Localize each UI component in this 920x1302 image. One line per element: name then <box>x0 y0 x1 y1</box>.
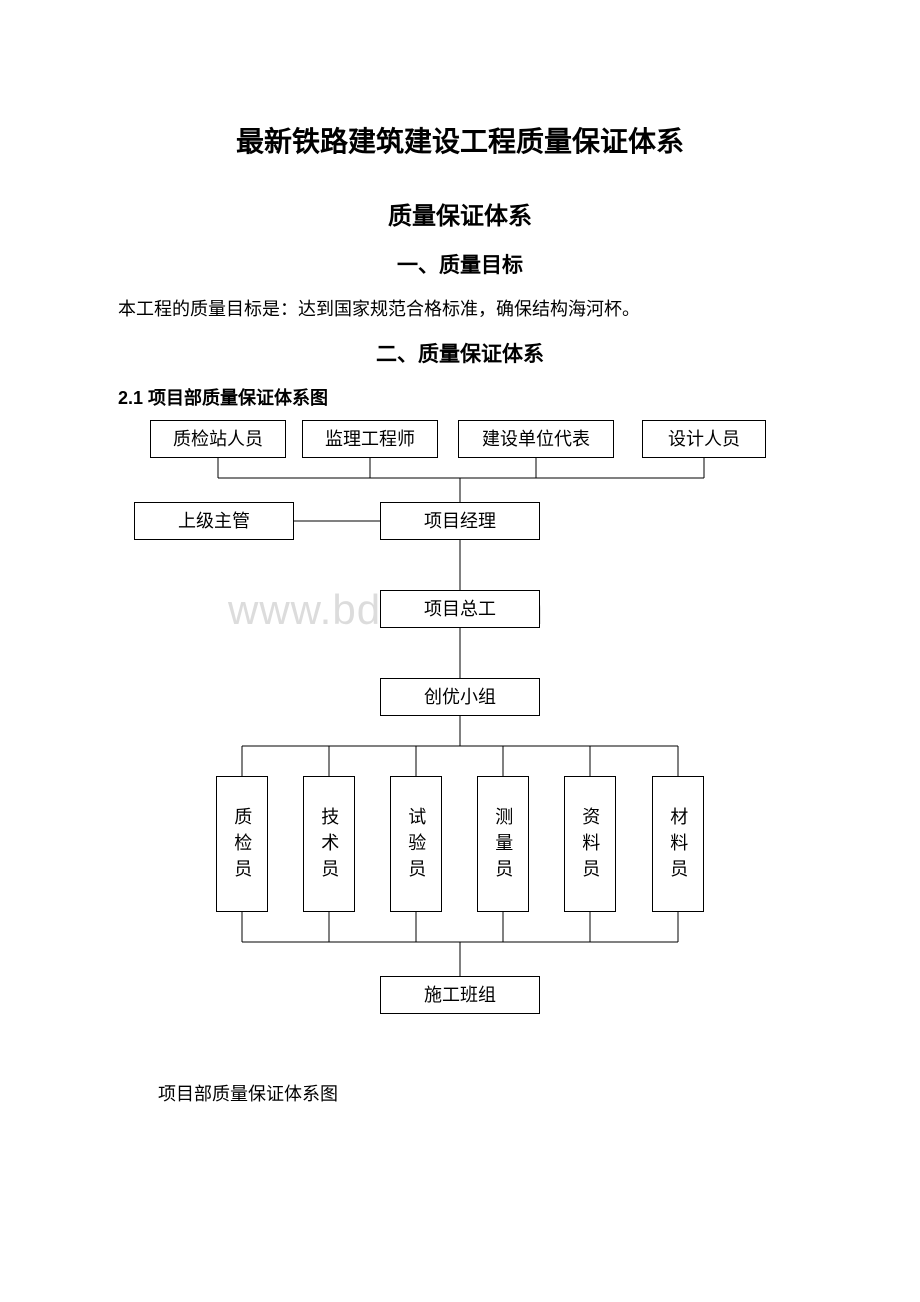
node-test-staff: 试验员 <box>390 776 442 912</box>
para-1: 本工程的质量目标是：达到国家规范合格标准，确保结构海河杯。 <box>118 295 802 324</box>
doc-subtitle: 质量保证体系 <box>118 196 802 231</box>
node-designer: 设计人员 <box>642 420 766 458</box>
subsection-2-1: 2.1 项目部质量保证体系图 <box>118 384 802 410</box>
node-surveyor: 测量员 <box>477 776 529 912</box>
section-1-heading: 一、质量目标 <box>118 249 802 279</box>
doc-title: 最新铁路建筑建设工程质量保证体系 <box>118 120 802 160</box>
node-technician: 技术员 <box>303 776 355 912</box>
node-inspection-staff: 质检站人员 <box>150 420 286 458</box>
node-owner-rep: 建设单位代表 <box>458 420 614 458</box>
node-chief-engineer: 项目总工 <box>380 590 540 628</box>
node-construction-team: 施工班组 <box>380 976 540 1014</box>
node-supervision-engineer: 监理工程师 <box>302 420 438 458</box>
org-chart: www.bdocx.com 质检站人员 监理工程师 建设单位代表 设计人员 上级… <box>118 420 802 1040</box>
node-document-staff: 资料员 <box>564 776 616 912</box>
section-2-heading: 二、质量保证体系 <box>118 338 802 368</box>
node-excellence-team: 创优小组 <box>380 678 540 716</box>
node-superior: 上级主管 <box>134 502 294 540</box>
diagram-caption: 项目部质量保证体系图 <box>158 1080 802 1106</box>
node-quality-inspector: 质检员 <box>216 776 268 912</box>
node-project-manager: 项目经理 <box>380 502 540 540</box>
node-material-staff: 材料员 <box>652 776 704 912</box>
